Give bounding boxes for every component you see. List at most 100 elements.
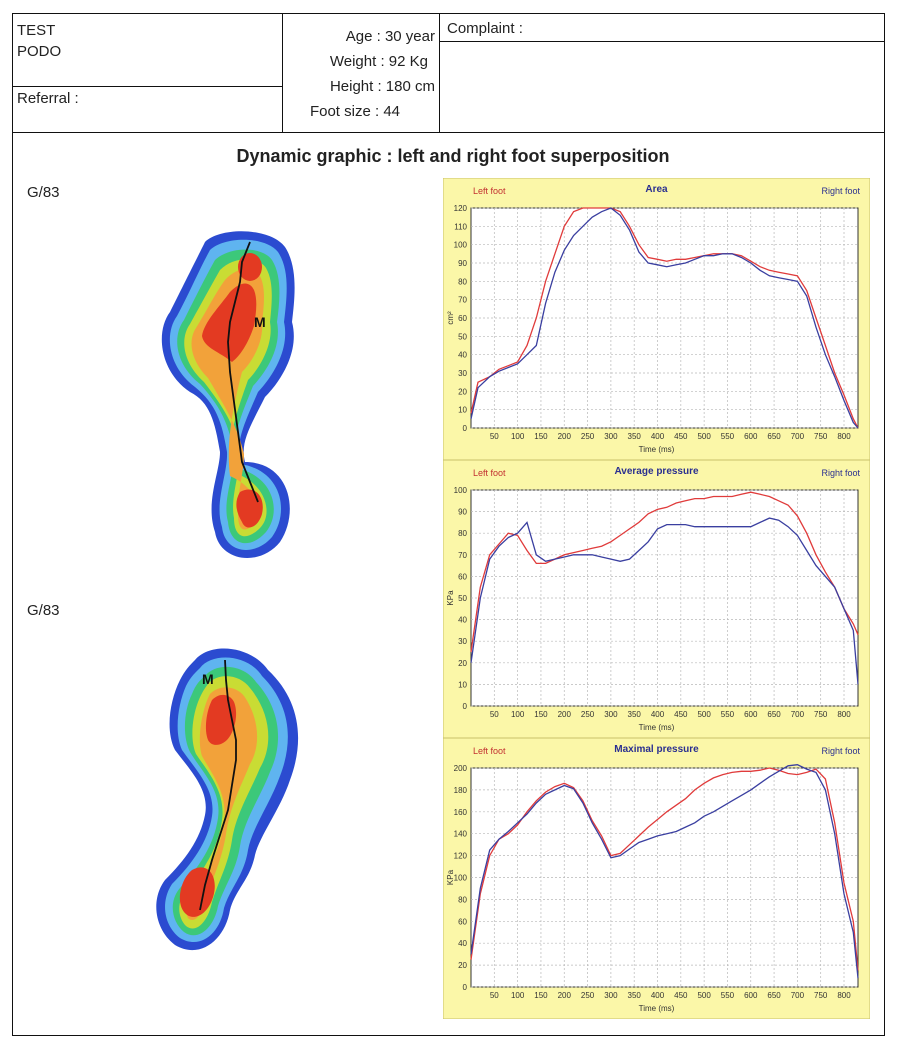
y-tick-label: 40: [458, 939, 467, 948]
x-tick-label: 350: [628, 991, 642, 1000]
y-tick-label: 20: [458, 659, 467, 668]
y-tick-label: 60: [458, 572, 467, 581]
y-tick-label: 80: [458, 895, 467, 904]
series-line-right-foot: [470, 517, 859, 685]
x-tick-label: 800: [837, 710, 851, 719]
x-tick-label: 600: [744, 991, 758, 1000]
y-tick-label: 70: [458, 296, 467, 305]
series-line-left-foot: [470, 207, 859, 429]
complaint-label: Complaint :: [447, 20, 523, 37]
y-tick-label: 10: [458, 406, 467, 415]
x-axis-label: Time (ms): [639, 723, 675, 732]
y-tick-label: 20: [458, 961, 467, 970]
series-line-left-foot: [470, 767, 859, 971]
x-tick-label: 700: [791, 710, 805, 719]
foot-pressure-map-top: M: [161, 231, 295, 559]
y-tick-label: 60: [458, 314, 467, 323]
x-tick-label: 600: [744, 710, 758, 719]
patient-name-line1: TEST: [17, 22, 56, 39]
x-tick-label: 150: [534, 432, 548, 441]
chart-maximal-pressure: 0 20 40 60 80 100 120 140 160 180 200 50 100 150 200 25…: [443, 738, 870, 1019]
y-tick-label: 110: [454, 222, 467, 231]
series-line-right-foot: [470, 764, 859, 979]
foot-cop-trajectory-top: [227, 241, 259, 503]
x-tick-label: 100: [511, 432, 525, 441]
chart-title: Average pressure: [614, 466, 699, 477]
y-tick-label: 200: [454, 764, 468, 773]
x-tick-label: 400: [651, 710, 665, 719]
header-complaint-body-box: [439, 41, 885, 133]
left-foot-label: Left foot: [473, 746, 506, 756]
y-tick-label: 40: [458, 616, 467, 625]
x-tick-label: 800: [837, 432, 851, 441]
foot-size-value: Foot size : 44: [309, 103, 400, 120]
x-tick-label: 450: [674, 991, 688, 1000]
x-tick-label: 450: [674, 710, 688, 719]
x-tick-label: 650: [767, 432, 781, 441]
x-tick-label: 100: [511, 710, 525, 719]
chart-panel-area: 0 10 20 30 40 50 60 70 80 90 100 110 120 50 100 150 200 2…: [443, 178, 870, 460]
x-tick-label: 300: [604, 432, 618, 441]
y-tick-label: 80: [458, 529, 467, 538]
x-tick-label: 50: [490, 432, 499, 441]
chart-panel-average-pressure: 0 10 20 30 40 50 60 70 80 90 100 50 100 150 200 250 300 3…: [443, 460, 870, 738]
y-axis-label: KPa: [446, 869, 455, 885]
x-tick-label: 800: [837, 991, 851, 1000]
right-foot-label: Right foot: [821, 186, 860, 196]
y-tick-label: 70: [458, 551, 467, 560]
foot-cop-trajectory-bottom: [199, 659, 237, 911]
y-tick-label: 0: [463, 983, 468, 992]
foot-heatmap-top: [161, 231, 295, 559]
x-axis-label: Time (ms): [639, 445, 675, 454]
chart-area: 0 10 20 30 40 50 60 70 80 90 100 110 120 50 100 150 200 2…: [443, 178, 870, 460]
y-tick-label: 40: [458, 351, 467, 360]
x-tick-label: 250: [581, 991, 595, 1000]
x-tick-label: 700: [791, 991, 805, 1000]
x-tick-label: 50: [490, 991, 499, 1000]
x-tick-label: 550: [721, 991, 735, 1000]
x-tick-label: 50: [490, 710, 499, 719]
foot-pressure-map-bottom: M: [156, 648, 299, 951]
right-foot-label: Right foot: [821, 746, 860, 756]
y-tick-label: 30: [458, 369, 467, 378]
x-tick-label: 550: [721, 432, 735, 441]
x-tick-label: 100: [511, 991, 525, 1000]
y-tick-label: 20: [458, 387, 467, 396]
y-tick-label: 0: [463, 702, 468, 711]
x-tick-label: 450: [674, 432, 688, 441]
foot-marker-top: M: [254, 314, 266, 330]
foot-heatmap-bottom: [156, 648, 299, 951]
chart-title: Area: [645, 184, 668, 195]
y-tick-label: 90: [458, 508, 467, 517]
y-tick-label: 0: [463, 424, 468, 433]
foot-marker-bottom: M: [202, 671, 214, 687]
x-tick-label: 300: [604, 991, 618, 1000]
x-tick-label: 150: [534, 710, 548, 719]
y-tick-label: 100: [454, 874, 468, 883]
x-tick-label: 700: [791, 432, 805, 441]
y-tick-label: 100: [454, 241, 468, 250]
y-tick-label: 120: [454, 204, 468, 213]
x-tick-label: 500: [697, 432, 711, 441]
y-tick-label: 50: [458, 594, 467, 603]
x-tick-label: 200: [558, 991, 572, 1000]
x-tick-label: 500: [697, 710, 711, 719]
x-tick-label: 550: [721, 710, 735, 719]
y-tick-label: 60: [458, 917, 467, 926]
weight-value: Weight : 92 Kg: [329, 53, 428, 70]
x-tick-label: 200: [558, 432, 572, 441]
y-tick-label: 160: [454, 808, 468, 817]
main-content-frame: [12, 132, 885, 1036]
x-tick-label: 400: [651, 432, 665, 441]
x-tick-label: 600: [744, 432, 758, 441]
foot-top-label: G/83: [27, 184, 60, 201]
x-tick-label: 300: [604, 710, 618, 719]
x-tick-label: 150: [534, 991, 548, 1000]
y-tick-label: 80: [458, 277, 467, 286]
height-value: Height : 180 cm: [329, 78, 435, 95]
foot-bottom-label: G/83: [27, 602, 60, 619]
chart-panel-maximal-pressure: 0 20 40 60 80 100 120 140 160 180 200 50 100 150 200 25…: [443, 738, 870, 1019]
y-axis-label: cm²: [446, 311, 455, 325]
x-tick-label: 750: [814, 991, 828, 1000]
y-tick-label: 50: [458, 332, 467, 341]
